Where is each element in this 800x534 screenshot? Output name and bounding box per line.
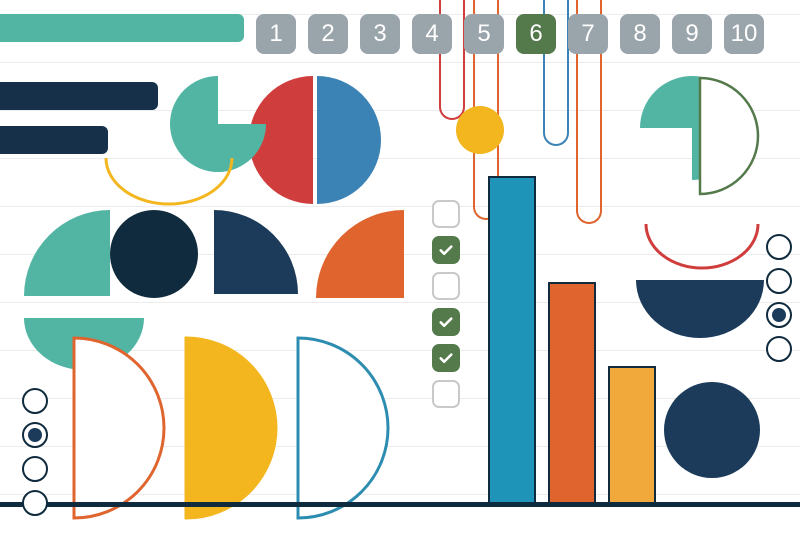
radio-right-3[interactable] bbox=[766, 336, 792, 362]
pagination-label: 7 bbox=[581, 20, 594, 48]
yellow-bowl-outline bbox=[104, 156, 234, 213]
olive-halfcircle-outline bbox=[698, 76, 760, 201]
radio-left-1[interactable] bbox=[22, 422, 48, 448]
pagination-label: 6 bbox=[529, 20, 542, 48]
radio-right-0[interactable] bbox=[766, 234, 792, 260]
infographic-canvas: 1 2 3 4 5 6 7 8 9 10 bbox=[0, 0, 800, 534]
vbar-0 bbox=[488, 176, 536, 502]
pagination-5[interactable]: 5 bbox=[464, 14, 504, 54]
radio-left-3[interactable] bbox=[22, 490, 48, 516]
pagination-6[interactable]: 6 bbox=[516, 14, 556, 54]
large-half-2 bbox=[296, 336, 390, 525]
checkbox-2[interactable] bbox=[432, 272, 460, 300]
pagination-label: 2 bbox=[321, 20, 334, 48]
pagination-label: 5 bbox=[477, 20, 490, 48]
orange-quarter bbox=[316, 210, 404, 303]
radio-left-0[interactable] bbox=[22, 388, 48, 414]
pagination-9[interactable]: 9 bbox=[672, 14, 712, 54]
pagination-label: 3 bbox=[373, 20, 386, 48]
large-half-0 bbox=[72, 336, 166, 525]
pagination-8[interactable]: 8 bbox=[620, 14, 660, 54]
checkbox-1[interactable] bbox=[432, 236, 460, 264]
navy-bowl bbox=[636, 280, 764, 343]
navy-circle bbox=[110, 210, 198, 298]
radio-dot bbox=[28, 428, 42, 442]
check-icon bbox=[437, 349, 455, 367]
hbar-2 bbox=[0, 126, 108, 154]
vbar-2 bbox=[608, 366, 656, 502]
pagination-label: 4 bbox=[425, 20, 438, 48]
pagination-3[interactable]: 3 bbox=[360, 14, 400, 54]
red-bowl-outline bbox=[644, 222, 760, 277]
checkbox-3[interactable] bbox=[432, 308, 460, 336]
gridline bbox=[0, 62, 800, 63]
pagination-2[interactable]: 2 bbox=[308, 14, 348, 54]
check-icon bbox=[437, 241, 455, 259]
baseline bbox=[0, 502, 800, 507]
checkbox-4[interactable] bbox=[432, 344, 460, 372]
teal-quarter-left bbox=[24, 210, 110, 301]
pagination-label: 1 bbox=[269, 20, 282, 48]
pagination-label: 9 bbox=[685, 20, 698, 48]
pagination-10[interactable]: 10 bbox=[724, 14, 764, 54]
navy-circle-right bbox=[664, 382, 760, 478]
pagination-7[interactable]: 7 bbox=[568, 14, 608, 54]
hbar-0 bbox=[0, 14, 244, 42]
pagination-label: 8 bbox=[633, 20, 646, 48]
large-half-1 bbox=[184, 336, 278, 525]
radio-dot bbox=[772, 308, 786, 322]
pagination-1[interactable]: 1 bbox=[256, 14, 296, 54]
radio-right-2[interactable] bbox=[766, 302, 792, 328]
checkbox-0[interactable] bbox=[432, 200, 460, 228]
pagination-label: 10 bbox=[731, 20, 758, 48]
pagination-4[interactable]: 4 bbox=[412, 14, 452, 54]
vbar-1 bbox=[548, 282, 596, 502]
checkbox-5[interactable] bbox=[432, 380, 460, 408]
hbar-1 bbox=[0, 82, 158, 110]
split-circle bbox=[249, 74, 381, 211]
yellow-dot bbox=[456, 106, 504, 154]
radio-left-2[interactable] bbox=[22, 456, 48, 482]
navy-quarter bbox=[214, 210, 298, 299]
check-icon bbox=[437, 313, 455, 331]
radio-right-1[interactable] bbox=[766, 268, 792, 294]
